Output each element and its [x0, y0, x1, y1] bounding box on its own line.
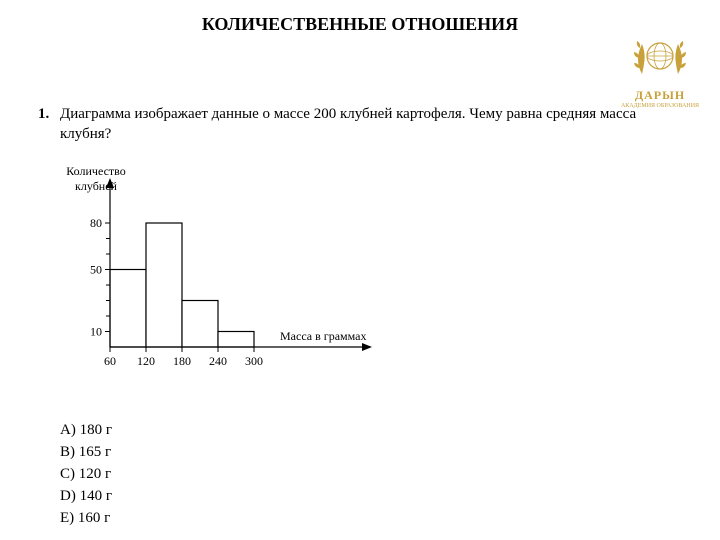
histogram-chart: Количество клубней 80501060120180240300 … — [60, 172, 420, 402]
answer-option: D) 140 г — [60, 486, 112, 507]
x-axis-label: Масса в граммах — [280, 329, 366, 344]
answer-options: A) 180 г B) 165 г C) 120 г D) 140 г E) 1… — [60, 420, 112, 530]
svg-text:120: 120 — [137, 354, 155, 368]
question-number: 1. — [38, 104, 60, 145]
question-block: 1. Диаграмма изображает данные о массе 2… — [38, 104, 682, 145]
svg-text:60: 60 — [104, 354, 116, 368]
logo: ДАРЫН АКАДЕМИЯ ОБРАЗОВАНИЯ — [620, 30, 700, 109]
answer-option: A) 180 г — [60, 420, 112, 441]
page-title: КОЛИЧЕСТВЕННЫЕ ОТНОШЕНИЯ — [0, 0, 720, 35]
y-axis-label: Количество клубней — [56, 164, 136, 194]
svg-text:300: 300 — [245, 354, 263, 368]
answer-option: C) 120 г — [60, 464, 112, 485]
logo-name: ДАРЫН — [620, 88, 700, 103]
answer-option: B) 165 г — [60, 442, 112, 463]
chart-svg: 80 50 10 60 120 180 240 300 — [60, 172, 420, 382]
svg-text:180: 180 — [173, 354, 191, 368]
svg-text:10: 10 — [90, 325, 102, 339]
logo-emblem — [632, 30, 688, 86]
svg-text:50: 50 — [90, 263, 102, 277]
svg-text:80: 80 — [90, 216, 102, 230]
question-text: Диаграмма изображает данные о массе 200 … — [60, 104, 682, 145]
svg-text:240: 240 — [209, 354, 227, 368]
answer-option: E) 160 г — [60, 508, 112, 529]
